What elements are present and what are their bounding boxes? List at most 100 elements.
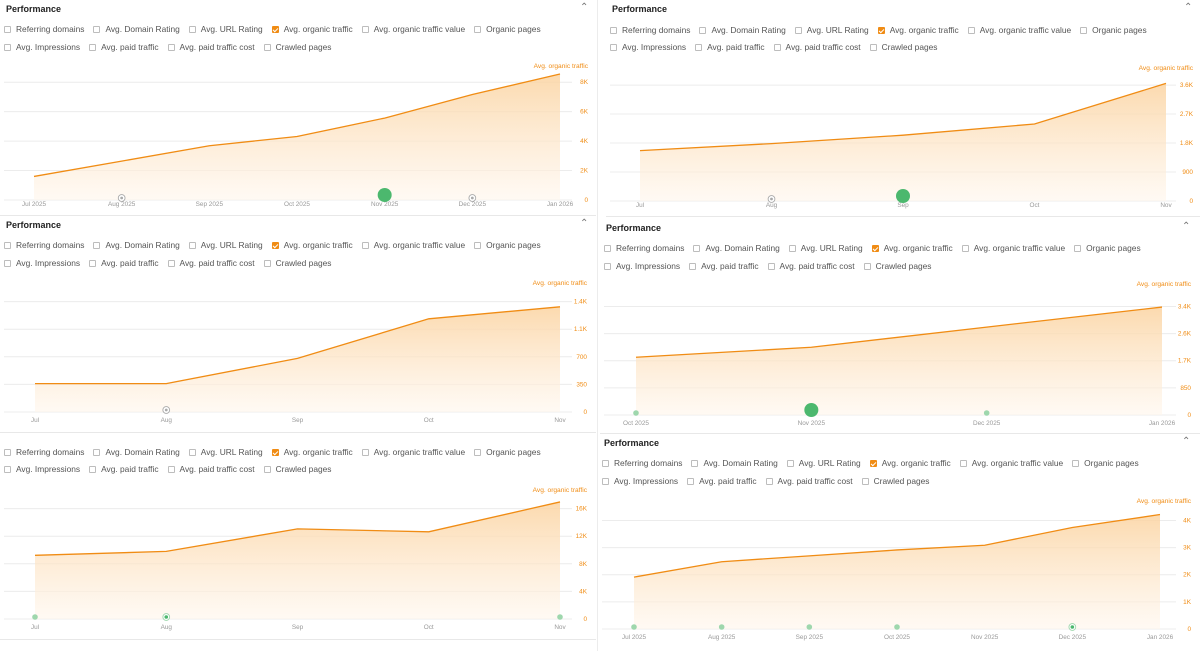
metric-toggle-referring-domains[interactable]: Referring domains <box>4 24 84 34</box>
metric-toggle-avg-organic-traffic[interactable]: Avg. organic traffic <box>271 447 353 457</box>
chevron-up-icon[interactable]: ⌃ <box>580 2 589 13</box>
checkbox[interactable] <box>765 477 773 485</box>
annotation-marker-large[interactable] <box>896 189 910 203</box>
metric-toggle-avg-organic-traffic[interactable]: Avg. organic traffic <box>271 24 353 34</box>
metric-toggle-avg-impressions[interactable]: Avg. Impressions <box>610 42 686 52</box>
metric-toggle-avg-url-rating[interactable]: Avg. URL Rating <box>788 243 863 253</box>
metric-toggle-organic-pages[interactable]: Organic pages <box>474 447 541 457</box>
metric-toggle-avg-domain-rating[interactable]: Avg. Domain Rating <box>693 243 780 253</box>
checkbox[interactable] <box>167 43 175 51</box>
metric-toggle-avg-domain-rating[interactable]: Avg. Domain Rating <box>699 25 786 35</box>
metric-toggle-crawled-pages[interactable]: Crawled pages <box>263 258 332 268</box>
checkbox[interactable] <box>610 26 617 34</box>
metric-toggle-avg-paid-traffic[interactable]: Avg. paid traffic <box>689 261 759 271</box>
checkbox[interactable] <box>361 241 369 249</box>
metric-toggle-crawled-pages[interactable]: Crawled pages <box>869 42 938 52</box>
annotation-marker-dot[interactable] <box>718 624 725 630</box>
metric-toggle-avg-paid-traffic-cost[interactable]: Avg. paid traffic cost <box>765 476 853 486</box>
metric-toggle-avg-url-rating[interactable]: Avg. URL Rating <box>188 447 263 457</box>
checkbox[interactable] <box>93 241 101 249</box>
metric-toggle-avg-paid-traffic-cost[interactable]: Avg. paid traffic cost <box>167 42 255 52</box>
metric-toggle-avg-organic-traffic[interactable]: Avg. organic traffic <box>271 240 353 250</box>
annotation-marker-large[interactable] <box>377 188 392 202</box>
metric-toggle-avg-domain-rating[interactable]: Avg. Domain Rating <box>93 240 180 250</box>
metric-toggle-avg-paid-traffic-cost[interactable]: Avg. paid traffic cost <box>773 42 861 52</box>
checkbox[interactable] <box>1080 26 1088 34</box>
metric-toggle-avg-url-rating[interactable]: Avg. URL Rating <box>786 458 861 468</box>
metric-toggle-avg-paid-traffic[interactable]: Avg. paid traffic <box>89 464 159 474</box>
checkbox[interactable] <box>794 26 802 34</box>
checkbox[interactable] <box>695 43 703 51</box>
checkbox-checked[interactable] <box>877 26 885 34</box>
checkbox[interactable] <box>604 262 611 270</box>
checkbox[interactable] <box>361 448 369 456</box>
metric-toggle-crawled-pages[interactable]: Crawled pages <box>861 476 930 486</box>
checkbox[interactable] <box>89 465 97 473</box>
checkbox[interactable] <box>93 25 101 33</box>
metric-toggle-referring-domains[interactable]: Referring domains <box>4 240 84 250</box>
checkbox[interactable] <box>604 244 611 252</box>
metric-toggle-avg-organic-traffic-value[interactable]: Avg. organic traffic value <box>961 243 1065 253</box>
checkbox[interactable] <box>693 244 701 252</box>
annotation-marker-large[interactable] <box>804 403 819 417</box>
checkbox[interactable] <box>687 477 695 485</box>
annotation-marker-dot[interactable] <box>557 614 563 620</box>
metric-toggle-referring-domains[interactable]: Referring domains <box>604 243 684 253</box>
checkbox[interactable] <box>4 43 11 51</box>
metric-toggle-avg-organic-traffic-value[interactable]: Avg. organic traffic value <box>967 25 1071 35</box>
checkbox[interactable] <box>4 241 11 249</box>
annotation-marker-dot[interactable] <box>32 614 38 620</box>
metric-toggle-avg-organic-traffic-value[interactable]: Avg. organic traffic value <box>361 24 465 34</box>
checkbox-checked[interactable] <box>271 241 279 249</box>
metric-toggle-avg-paid-traffic[interactable]: Avg. paid traffic <box>89 42 159 52</box>
metric-toggle-avg-impressions[interactable]: Avg. Impressions <box>4 42 80 52</box>
metric-toggle-organic-pages[interactable]: Organic pages <box>1074 243 1141 253</box>
metric-toggle-avg-url-rating[interactable]: Avg. URL Rating <box>188 24 263 34</box>
metric-toggle-avg-paid-traffic-cost[interactable]: Avg. paid traffic cost <box>167 464 255 474</box>
checkbox[interactable] <box>602 459 609 467</box>
checkbox[interactable] <box>863 262 871 270</box>
metric-toggle-referring-domains[interactable]: Referring domains <box>610 25 690 35</box>
annotation-marker-dot[interactable] <box>894 624 900 630</box>
checkbox[interactable] <box>610 43 617 51</box>
metric-toggle-referring-domains[interactable]: Referring domains <box>4 447 84 457</box>
checkbox[interactable] <box>263 465 271 473</box>
metric-toggle-avg-organic-traffic[interactable]: Avg. organic traffic <box>869 458 951 468</box>
checkbox[interactable] <box>474 241 482 249</box>
metric-toggle-organic-pages[interactable]: Organic pages <box>1072 458 1139 468</box>
checkbox[interactable] <box>786 459 794 467</box>
metric-toggle-organic-pages[interactable]: Organic pages <box>1080 25 1147 35</box>
metric-toggle-crawled-pages[interactable]: Crawled pages <box>863 261 932 271</box>
annotation-marker-dot[interactable] <box>633 410 639 416</box>
checkbox[interactable] <box>961 244 969 252</box>
checkbox[interactable] <box>188 25 196 33</box>
checkbox[interactable] <box>967 26 975 34</box>
checkbox[interactable] <box>773 43 781 51</box>
chevron-up-icon[interactable]: ⌃ <box>1182 436 1191 447</box>
metric-toggle-avg-organic-traffic[interactable]: Avg. organic traffic <box>877 25 959 35</box>
checkbox[interactable] <box>1074 244 1082 252</box>
checkbox-checked[interactable] <box>271 448 279 456</box>
metric-toggle-avg-organic-traffic-value[interactable]: Avg. organic traffic value <box>361 447 465 457</box>
metric-toggle-referring-domains[interactable]: Referring domains <box>602 458 682 468</box>
chevron-up-icon[interactable]: ⌃ <box>1182 221 1191 232</box>
checkbox[interactable] <box>263 43 271 51</box>
metric-toggle-avg-impressions[interactable]: Avg. Impressions <box>604 261 680 271</box>
metric-toggle-avg-paid-traffic-cost[interactable]: Avg. paid traffic cost <box>167 258 255 268</box>
checkbox[interactable] <box>4 448 11 456</box>
checkbox[interactable] <box>788 244 796 252</box>
checkbox[interactable] <box>767 262 775 270</box>
chevron-up-icon[interactable]: ⌃ <box>580 218 589 229</box>
checkbox[interactable] <box>167 465 175 473</box>
metric-toggle-avg-impressions[interactable]: Avg. Impressions <box>4 258 80 268</box>
checkbox-checked[interactable] <box>271 25 279 33</box>
metric-toggle-avg-url-rating[interactable]: Avg. URL Rating <box>794 25 869 35</box>
metric-toggle-organic-pages[interactable]: Organic pages <box>474 240 541 250</box>
checkbox[interactable] <box>4 25 11 33</box>
metric-toggle-avg-impressions[interactable]: Avg. Impressions <box>4 464 80 474</box>
metric-toggle-avg-url-rating[interactable]: Avg. URL Rating <box>188 240 263 250</box>
checkbox[interactable] <box>188 241 196 249</box>
metric-toggle-crawled-pages[interactable]: Crawled pages <box>263 42 332 52</box>
checkbox[interactable] <box>699 26 707 34</box>
metric-toggle-avg-paid-traffic[interactable]: Avg. paid traffic <box>687 476 757 486</box>
